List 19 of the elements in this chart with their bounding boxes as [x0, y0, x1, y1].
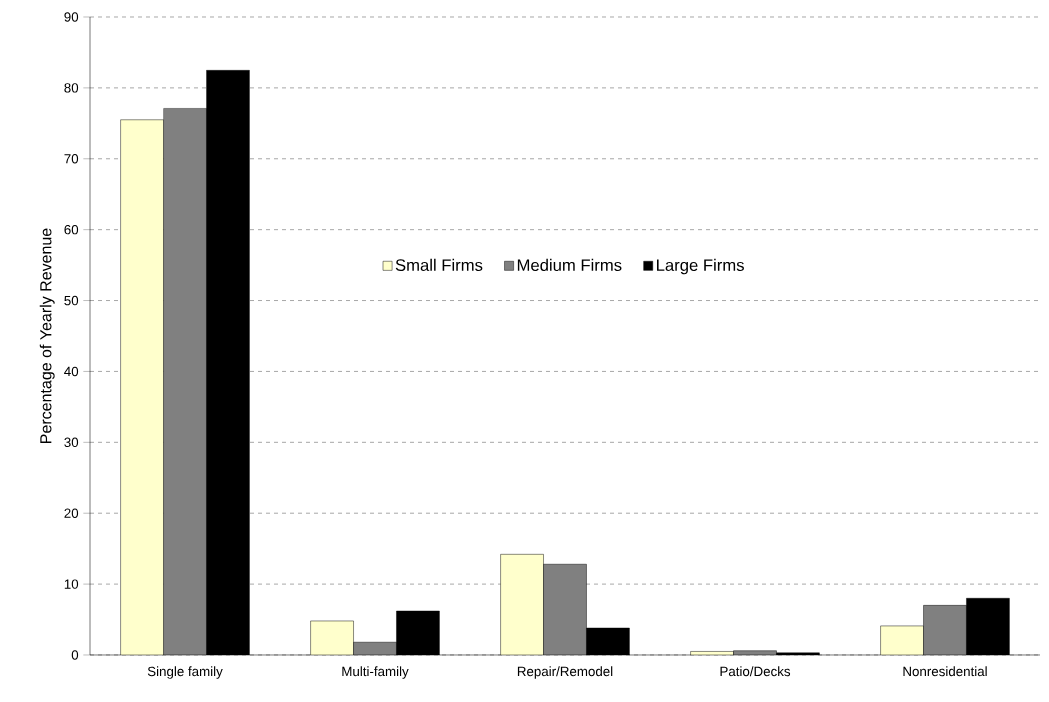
y-tick-label: 80: [64, 83, 79, 93]
x-tick-label: Multi-family: [342, 666, 409, 679]
y-axis-title: Percentage of Yearly Revenue: [39, 228, 55, 443]
legend-label: Medium Firms: [517, 258, 622, 272]
y-tick-label: 20: [64, 508, 79, 518]
x-tick-label: Nonresidential: [903, 666, 987, 677]
x-tick-label: Repair/Remodel: [517, 666, 613, 679]
y-tick-label: 0: [71, 650, 79, 660]
y-tick-label: 40: [64, 366, 79, 377]
y-tick-label: 70: [64, 154, 79, 164]
x-tick-label: Single family: [147, 666, 223, 679]
legend-label: Large Firms: [657, 258, 744, 275]
y-tick-label: 50: [64, 295, 79, 306]
x-tick-label: Patio/Decks: [720, 666, 791, 677]
y-tick-label: 10: [64, 579, 79, 589]
y-tick-label: 30: [64, 437, 79, 448]
y-tick-label: 90: [64, 12, 79, 22]
legend-label: Small Firms: [395, 258, 483, 272]
y-tick-label: 60: [64, 224, 79, 235]
